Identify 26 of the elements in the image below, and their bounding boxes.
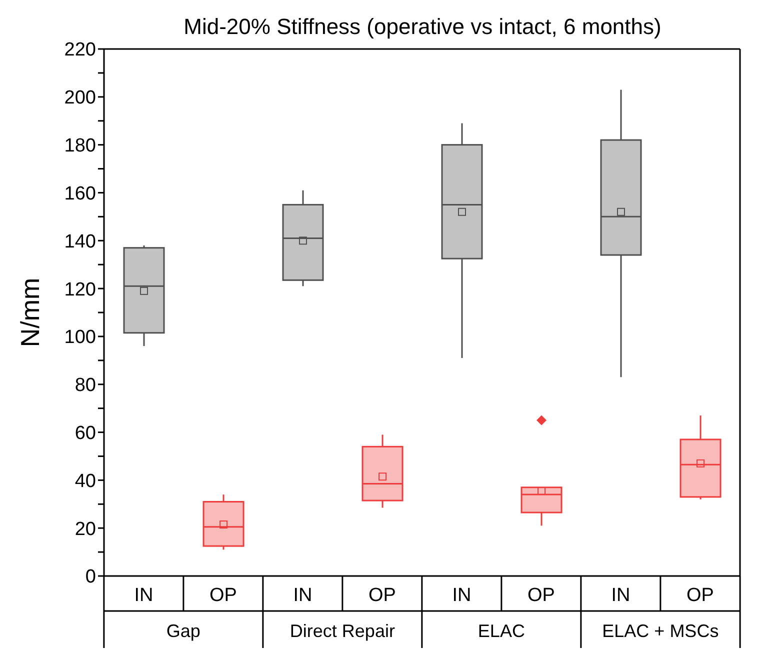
y-tick-label: 40 bbox=[74, 470, 96, 492]
x-tick-label: Direct Repair bbox=[290, 621, 395, 641]
y-tick-label: 220 bbox=[64, 40, 96, 61]
text: IN bbox=[452, 585, 472, 606]
chart-title: Mid-20% Stiffness (operative vs intact, 6 months) bbox=[182, 14, 662, 40]
y-tick-label: 80 bbox=[74, 375, 96, 396]
y-tick-label: 0 bbox=[85, 566, 96, 588]
y-axis-title: N/mm bbox=[15, 278, 46, 348]
y-tick-label: 180 bbox=[64, 136, 96, 157]
text: OP bbox=[210, 585, 237, 606]
y-tick-label: 60 bbox=[74, 423, 96, 444]
x-tick-label: Gap bbox=[166, 621, 200, 641]
text: IN bbox=[293, 585, 312, 606]
y-tick-label: 120 bbox=[64, 279, 96, 300]
text: OP bbox=[686, 585, 714, 606]
y-tick-label: 20 bbox=[74, 518, 96, 540]
y-tick-label: 200 bbox=[64, 88, 96, 109]
text: IN bbox=[611, 585, 630, 606]
text: OP bbox=[528, 585, 555, 606]
text: IN bbox=[134, 585, 154, 606]
y-tick-label: 160 bbox=[64, 183, 96, 204]
text: OP bbox=[368, 585, 396, 606]
x-tick-label: ELAC + MSCs bbox=[602, 621, 719, 641]
y-tick-label: 140 bbox=[64, 231, 96, 252]
y-tick-label: 100 bbox=[64, 327, 96, 348]
x-tick-label: ELAC bbox=[478, 621, 525, 641]
